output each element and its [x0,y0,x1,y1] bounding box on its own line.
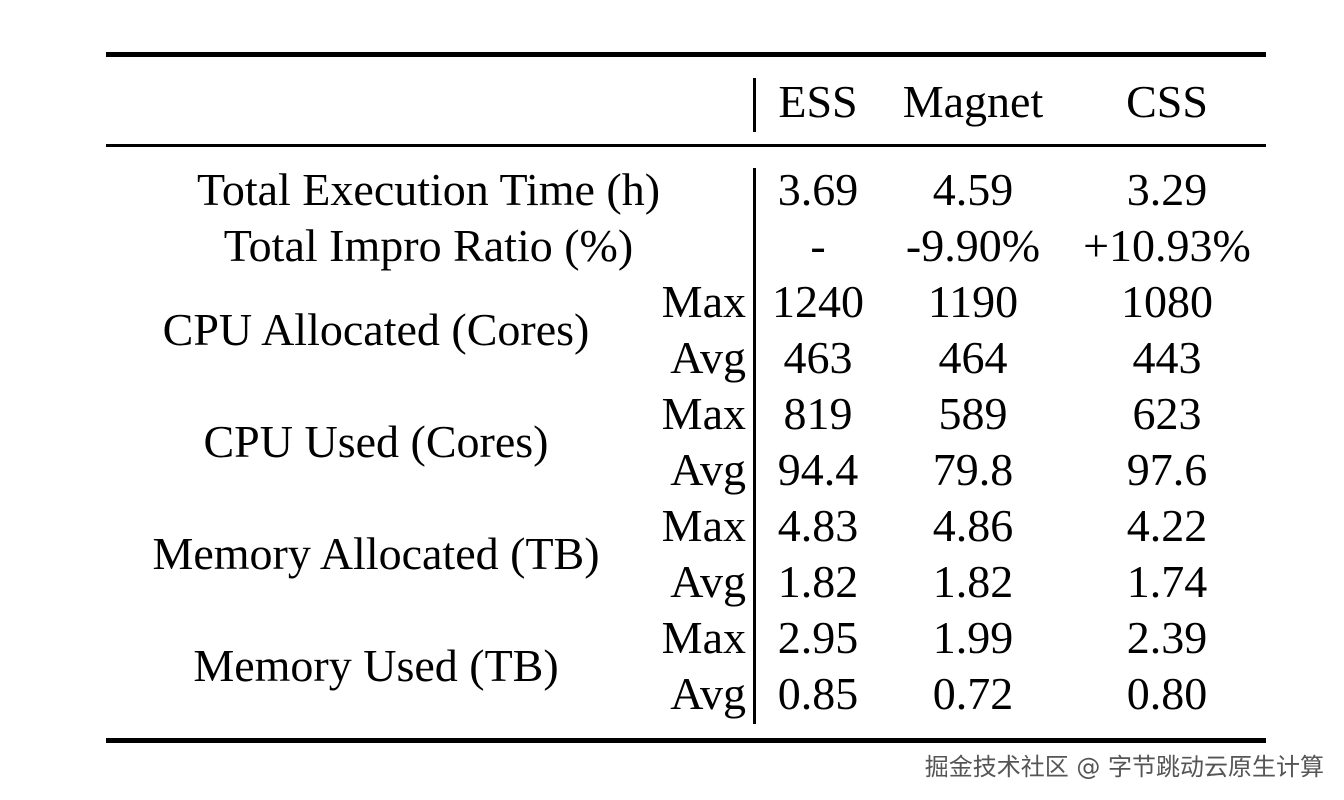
table-cell: 3.29 [1126,164,1208,215]
bottom-rule [106,738,1266,743]
group-label-cpu-used: CPU Used (Cores) [203,416,549,467]
header-rule [106,144,1266,147]
table-cell: 1.82 [932,556,1014,607]
table-cell: 97.6 [1126,444,1208,495]
table-cell: 0.80 [1126,668,1208,719]
table-cell: 4.59 [932,164,1014,215]
table-cell: 623 [1132,388,1202,439]
sub-label-avg: Avg [670,556,746,607]
table-cell: 0.72 [932,668,1014,719]
top-rule [106,52,1266,57]
table-cell: 589 [938,388,1008,439]
group-label-cpu-allocated: CPU Allocated (Cores) [162,304,590,355]
table-cell: 1.82 [777,556,859,607]
header-column-divider [753,78,756,132]
table-cell: 0.85 [777,668,859,719]
table-cell: 464 [938,332,1008,383]
group-label-memory-allocated: Memory Allocated (TB) [152,528,600,579]
table-cell: 94.4 [777,444,859,495]
table-cell: 4.22 [1126,500,1208,551]
column-header-css: CSS [1126,76,1208,127]
table-cell: 819 [783,388,853,439]
table-cell: 1.74 [1126,556,1208,607]
sub-label-max: Max [661,612,746,663]
table-cell: 4.86 [932,500,1014,551]
table-cell: 1080 [1121,276,1213,327]
table-cell: 463 [783,332,853,383]
group-label-memory-used: Memory Used (TB) [193,640,559,691]
table-cell: 79.8 [932,444,1014,495]
table-cell: 3.69 [777,164,859,215]
sub-label-max: Max [661,388,746,439]
row-label-total-execution-time: Total Execution Time (h) [196,164,661,215]
sub-label-avg: Avg [670,332,746,383]
row-label-total-impro-ratio: Total Impro Ratio (%) [223,220,634,271]
sub-label-max: Max [661,500,746,551]
watermark: 掘金技术社区 @ 字节跳动云原生计算 [924,753,1324,781]
table-cell: 2.95 [777,612,859,663]
body-column-divider [753,168,756,724]
column-header-magnet: Magnet [902,76,1044,127]
table-cell: 1190 [927,276,1019,327]
table-cell: 4.83 [777,500,859,551]
column-header-ess: ESS [778,76,858,127]
table-cell: - [810,220,826,271]
table-cell: 2.39 [1126,612,1208,663]
table-cell: 443 [1132,332,1202,383]
table-cell: 1.99 [932,612,1014,663]
table-cell: -9.90% [905,220,1041,271]
table-cell: +10.93% [1083,220,1251,271]
table-cell: 1240 [772,276,864,327]
sub-label-avg: Avg [670,668,746,719]
sub-label-max: Max [661,276,746,327]
results-table: ESS Magnet CSS Total Execution Time (h) … [106,52,1266,744]
sub-label-avg: Avg [670,444,746,495]
